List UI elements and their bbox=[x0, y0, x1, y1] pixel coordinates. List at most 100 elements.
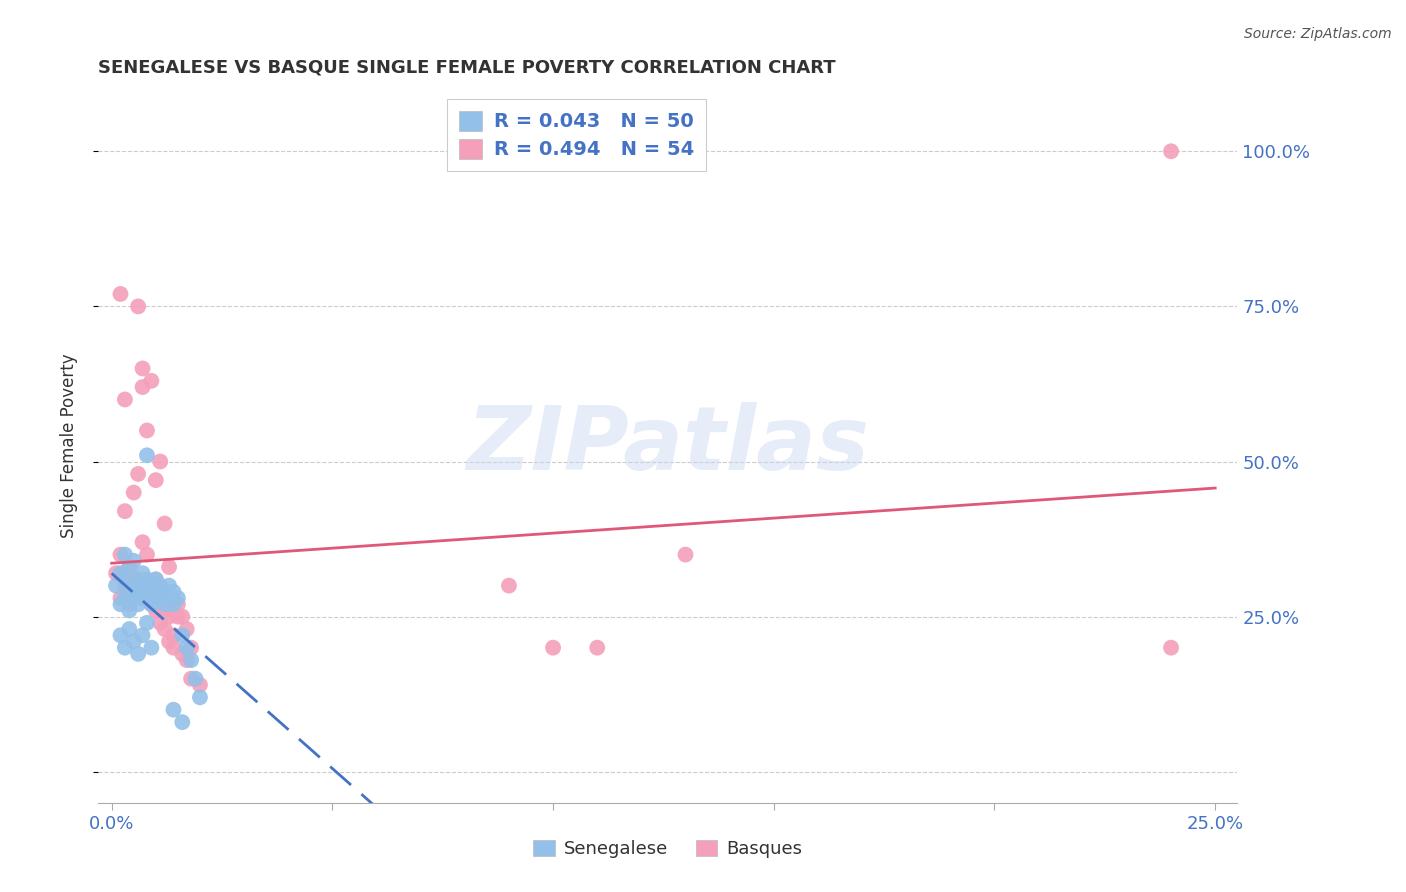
Point bbox=[105, 579, 128, 593]
Point bbox=[586, 640, 609, 655]
Point bbox=[131, 591, 153, 605]
Point bbox=[127, 597, 149, 611]
Point bbox=[172, 715, 194, 730]
Point bbox=[180, 672, 202, 686]
Text: Source: ZipAtlas.com: Source: ZipAtlas.com bbox=[1244, 27, 1392, 41]
Point bbox=[110, 566, 132, 581]
Point bbox=[141, 579, 163, 593]
Point bbox=[122, 485, 145, 500]
Point bbox=[141, 591, 163, 605]
Point bbox=[172, 628, 194, 642]
Point bbox=[167, 609, 190, 624]
Point bbox=[157, 609, 180, 624]
Point bbox=[149, 615, 172, 630]
Point bbox=[118, 560, 141, 574]
Point bbox=[114, 640, 136, 655]
Point bbox=[145, 573, 167, 587]
Text: SENEGALESE VS BASQUE SINGLE FEMALE POVERTY CORRELATION CHART: SENEGALESE VS BASQUE SINGLE FEMALE POVER… bbox=[98, 59, 837, 77]
Point bbox=[110, 287, 132, 301]
Point bbox=[136, 424, 159, 438]
Point bbox=[114, 504, 136, 518]
Point bbox=[162, 597, 184, 611]
Point bbox=[188, 690, 211, 705]
Point bbox=[149, 579, 172, 593]
Point bbox=[145, 573, 167, 587]
Point bbox=[172, 647, 194, 661]
Text: ZIPatlas: ZIPatlas bbox=[467, 402, 869, 490]
Point bbox=[118, 560, 141, 574]
Point bbox=[153, 584, 176, 599]
Point bbox=[131, 566, 153, 581]
Point bbox=[127, 584, 149, 599]
Point bbox=[127, 467, 149, 481]
Point bbox=[122, 554, 145, 568]
Point bbox=[141, 374, 163, 388]
Point bbox=[127, 573, 149, 587]
Point bbox=[127, 299, 149, 313]
Point bbox=[153, 597, 176, 611]
Point bbox=[141, 597, 163, 611]
Point bbox=[149, 591, 172, 605]
Point bbox=[122, 573, 145, 587]
Point bbox=[162, 640, 184, 655]
Point bbox=[136, 573, 159, 587]
Point bbox=[176, 653, 198, 667]
Legend: Senegalese, Basques: Senegalese, Basques bbox=[526, 832, 810, 865]
Point bbox=[498, 579, 520, 593]
Point bbox=[114, 392, 136, 407]
Point bbox=[118, 579, 141, 593]
Point bbox=[1160, 640, 1182, 655]
Point bbox=[145, 584, 167, 599]
Point bbox=[122, 584, 145, 599]
Y-axis label: Single Female Poverty: Single Female Poverty bbox=[59, 354, 77, 538]
Point bbox=[184, 672, 207, 686]
Point bbox=[131, 535, 153, 549]
Point bbox=[149, 584, 172, 599]
Point bbox=[136, 579, 159, 593]
Point bbox=[127, 584, 149, 599]
Point bbox=[131, 579, 153, 593]
Point bbox=[162, 628, 184, 642]
Point bbox=[180, 640, 202, 655]
Point bbox=[162, 584, 184, 599]
Point bbox=[153, 622, 176, 636]
Point bbox=[167, 597, 190, 611]
Point bbox=[541, 640, 564, 655]
Point bbox=[153, 603, 176, 617]
Point bbox=[136, 584, 159, 599]
Point bbox=[675, 548, 697, 562]
Point bbox=[141, 591, 163, 605]
Point bbox=[145, 603, 167, 617]
Point bbox=[188, 678, 211, 692]
Point bbox=[114, 573, 136, 587]
Point bbox=[131, 361, 153, 376]
Point bbox=[118, 603, 141, 617]
Point bbox=[176, 622, 198, 636]
Point bbox=[157, 560, 180, 574]
Point bbox=[176, 640, 198, 655]
Point bbox=[172, 609, 194, 624]
Point bbox=[118, 584, 141, 599]
Point bbox=[114, 579, 136, 593]
Point bbox=[157, 634, 180, 648]
Point bbox=[162, 703, 184, 717]
Point bbox=[157, 591, 180, 605]
Point bbox=[114, 591, 136, 605]
Point bbox=[127, 647, 149, 661]
Point bbox=[180, 653, 202, 667]
Point bbox=[118, 622, 141, 636]
Point bbox=[110, 591, 132, 605]
Point bbox=[105, 566, 128, 581]
Point bbox=[149, 454, 172, 468]
Point bbox=[136, 548, 159, 562]
Point bbox=[141, 597, 163, 611]
Point bbox=[118, 597, 141, 611]
Point bbox=[141, 640, 163, 655]
Point bbox=[145, 473, 167, 487]
Point bbox=[131, 380, 153, 394]
Point bbox=[167, 591, 190, 605]
Point bbox=[131, 628, 153, 642]
Point bbox=[110, 628, 132, 642]
Point bbox=[122, 591, 145, 605]
Point bbox=[122, 634, 145, 648]
